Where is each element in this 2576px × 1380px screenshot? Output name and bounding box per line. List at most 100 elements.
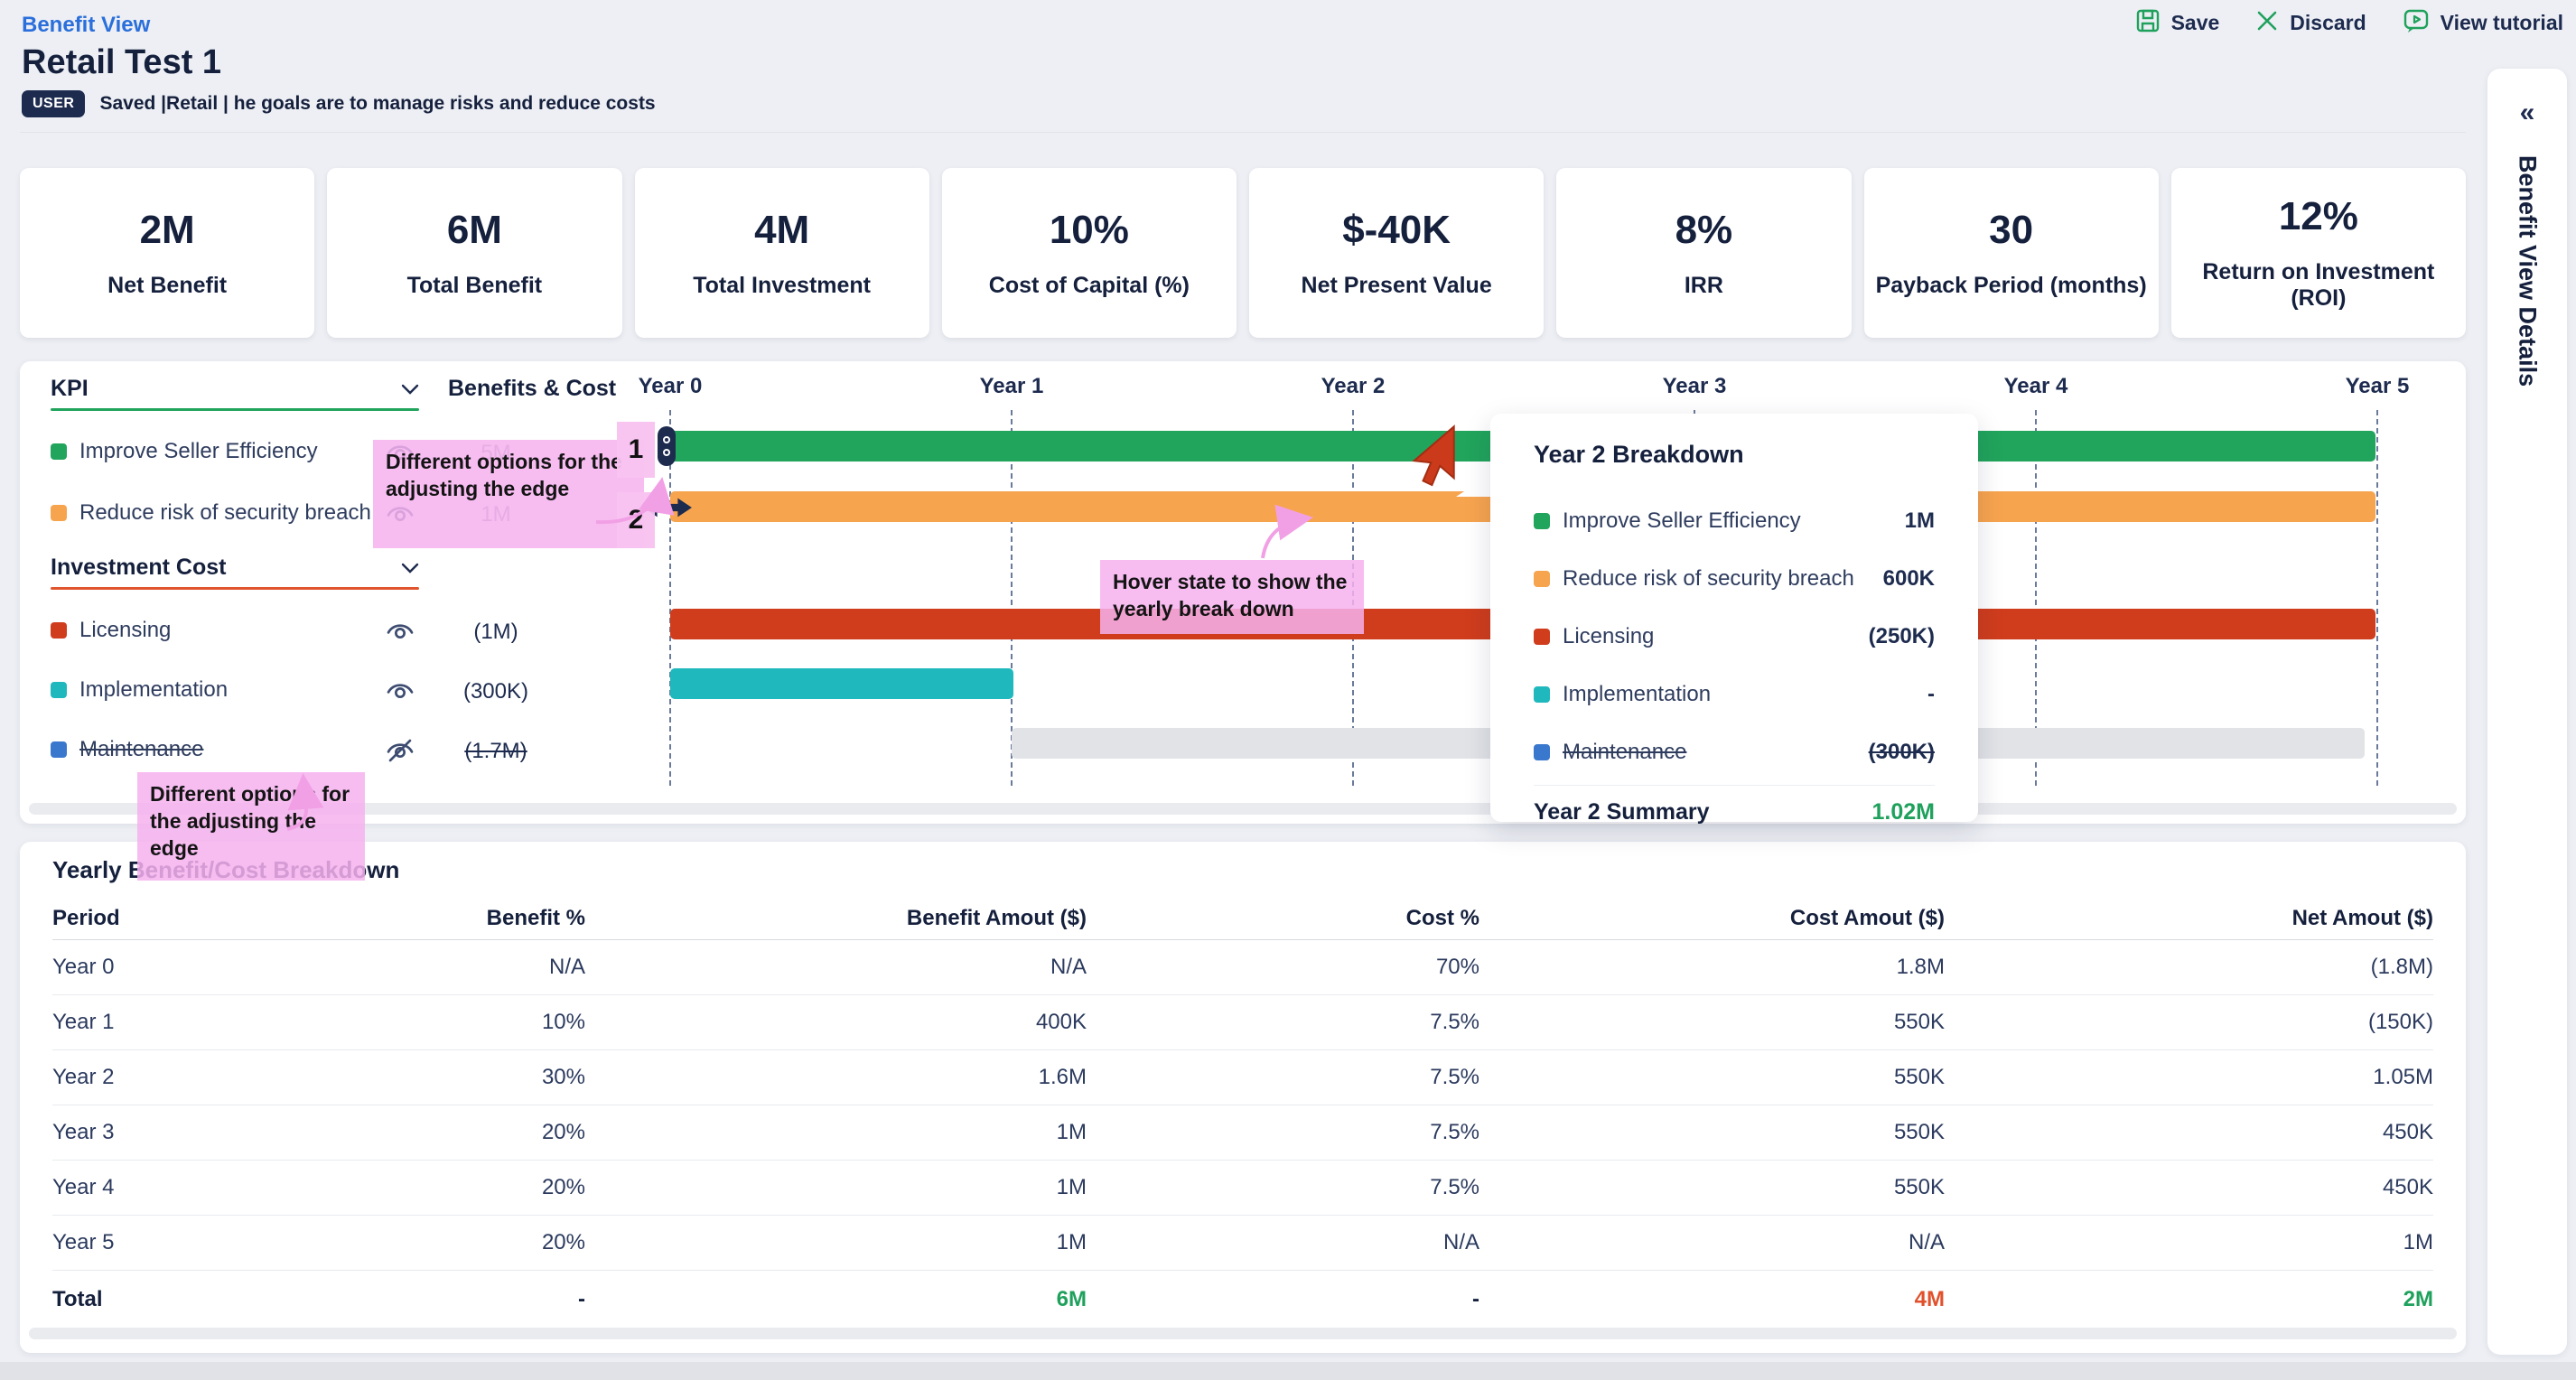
benefits-cost-column-header: Benefits & Cost — [448, 376, 617, 401]
kpi-card-total-benefit: 6M Total Benefit — [327, 168, 622, 338]
kpi-card-cost-of-capital: 10% Cost of Capital (%) — [941, 168, 1237, 338]
series-color-swatch — [1534, 686, 1550, 703]
cell-benefit-pct: - — [578, 1287, 585, 1311]
legend-item-licensing[interactable]: Licensing — [51, 617, 394, 644]
drag-handle-dots[interactable] — [658, 426, 676, 466]
col-header-net-amt: Net Amout ($) — [2291, 905, 2433, 930]
save-label: Save — [2170, 11, 2220, 34]
kpi-cards-row: 2M Net Benefit 6M Total Benefit 4M Total In… — [20, 168, 2466, 338]
cell-benefit-pct: 10% — [541, 1010, 585, 1034]
eye-icon[interactable] — [385, 618, 415, 645]
legend-label: Licensing — [79, 618, 172, 642]
tooltip-summary-value: 1.02M — [1871, 799, 1935, 825]
tooltip-row-label: Improve Seller Efficiency — [1563, 508, 1801, 533]
kpi-value: 6M — [446, 207, 502, 252]
tooltip-row: Improve Seller Efficiency 1M — [1534, 492, 1935, 550]
cell-benefit-pct: 20% — [541, 1120, 585, 1144]
kpi-section-label: KPI — [51, 376, 89, 401]
series-color-swatch — [51, 682, 67, 698]
kpi-card-roi: 12% Return on Investment (ROI) — [2170, 168, 2466, 338]
cell-net-amt: 1M — [2403, 1230, 2433, 1254]
axis-label-year2: Year 2 — [1321, 374, 1386, 398]
cell-net-amt: 450K — [2382, 1175, 2433, 1199]
cell-period: Year 3 — [52, 1120, 115, 1144]
view-tutorial-button[interactable]: View tutorial — [2403, 7, 2563, 39]
legend-item-implementation[interactable]: Implementation — [51, 676, 394, 704]
cell-benefit-pct: 20% — [541, 1230, 585, 1254]
tutorial-label: View tutorial — [2440, 11, 2563, 34]
kpi-label: Total Benefit — [406, 272, 543, 298]
kpi-card-npv: $-40K Net Present Value — [1249, 168, 1545, 338]
eye-icon[interactable] — [385, 677, 415, 704]
yearly-breakdown-panel: Yearly Benefit/Cost Breakdown Period Ben… — [20, 842, 2466, 1353]
kpi-section-header[interactable]: KPI — [51, 376, 419, 402]
tooltip-row-value: - — [1927, 682, 1935, 706]
cell-net-amt: 450K — [2382, 1120, 2433, 1144]
cell-cost-amt: N/A — [1908, 1230, 1945, 1254]
cell-benefit-amt: 1M — [1056, 1120, 1087, 1144]
gridline-year0 — [669, 410, 671, 786]
investment-section-underline — [51, 587, 419, 590]
tooltip-row-value: 1M — [1904, 508, 1935, 533]
kpi-label: IRR — [1684, 272, 1723, 298]
kpi-value: 8% — [1675, 207, 1733, 252]
year2-breakdown-tooltip: Year 2 Breakdown Improve Seller Efficien… — [1490, 414, 1978, 825]
cell-period: Year 4 — [52, 1175, 115, 1199]
tooltip-row-label: Maintenance — [1563, 740, 1687, 764]
investment-section-label: Investment Cost — [51, 555, 227, 580]
collapse-panel-icon[interactable]: « — [2519, 98, 2535, 127]
table-title: Yearly Benefit/Cost Breakdown — [52, 856, 399, 883]
legend-item-reduce-risk[interactable]: Reduce risk of security breach — [51, 499, 394, 527]
cell-benefit-amt: 1M — [1056, 1175, 1087, 1199]
eye-off-icon[interactable] — [385, 737, 415, 764]
horizontal-scrollbar[interactable] — [29, 1328, 2457, 1339]
kpi-label: Net Benefit — [107, 272, 228, 298]
col-header-cost-amt: Cost Amout ($) — [1789, 905, 1945, 930]
horizontal-scrollbar[interactable] — [29, 803, 2457, 815]
series-total-value: (300K) — [462, 679, 529, 704]
gridline-year4 — [2035, 410, 2037, 786]
tooltip-row-label: Reduce risk of security breach — [1563, 566, 1854, 591]
chevron-down-icon[interactable] — [401, 376, 419, 402]
cell-period: Year 1 — [52, 1010, 115, 1034]
gridline-year5 — [2376, 410, 2378, 786]
cell-cost-pct: 7.5% — [1430, 1120, 1479, 1144]
discard-button[interactable]: Discard — [2255, 9, 2366, 37]
kpi-value: 4M — [754, 207, 810, 252]
cell-benefit-amt: N/A — [1050, 955, 1087, 979]
gridline-year1 — [1011, 410, 1013, 786]
tooltip-row: Implementation - — [1534, 666, 1935, 723]
table-row: Year 5 20% 1M N/A N/A 1M — [52, 1216, 2433, 1271]
window-bottom-edge — [0, 1362, 2576, 1380]
annotation-adjust-edge-bottom: Different options for the adjusting the … — [137, 772, 365, 881]
table-header-row: Period Benefit % Benefit Amout ($) Cost … — [52, 897, 2433, 940]
kpi-label: Cost of Capital (%) — [988, 272, 1190, 298]
kpi-card-payback: 30 Payback Period (months) — [1863, 168, 2159, 338]
kpi-value: 2M — [139, 207, 195, 252]
cell-cost-pct: 70% — [1435, 955, 1479, 979]
series-color-swatch — [51, 622, 67, 639]
save-button[interactable]: Save — [2135, 8, 2220, 38]
series-color-swatch — [1534, 629, 1550, 645]
axis-label-year0: Year 0 — [638, 374, 703, 398]
axis-label-year1: Year 1 — [979, 374, 1044, 398]
cell-benefit-amt: 1M — [1056, 1230, 1087, 1254]
series-color-swatch — [1534, 513, 1550, 529]
bar-implementation[interactable] — [670, 668, 1013, 699]
investment-section-header[interactable]: Investment Cost — [51, 555, 419, 581]
legend-item-improve-seller-efficiency[interactable]: Improve Seller Efficiency — [51, 438, 394, 465]
breadcrumb[interactable]: Benefit View — [22, 13, 151, 37]
chevron-down-icon[interactable] — [401, 555, 419, 581]
series-color-swatch — [1534, 744, 1550, 760]
table-row: Year 1 10% 400K 7.5% 550K (150K) — [52, 995, 2433, 1050]
side-panel-title[interactable]: Benefit View Details — [2514, 155, 2542, 387]
cell-cost-pct: N/A — [1442, 1230, 1479, 1254]
kpi-label: Net Present Value — [1301, 272, 1492, 298]
legend-item-maintenance[interactable]: Maintenance — [51, 736, 394, 763]
discard-label: Discard — [2290, 11, 2366, 34]
tooltip-summary-row: Year 2 Summary 1.02M — [1534, 785, 1935, 839]
cell-cost-amt: 550K — [1893, 1175, 1945, 1199]
tooltip-row: Licensing (250K) — [1534, 608, 1935, 666]
cell-cost-pct: 7.5% — [1430, 1065, 1479, 1089]
tooltip-row-value: (300K) — [1868, 740, 1935, 764]
